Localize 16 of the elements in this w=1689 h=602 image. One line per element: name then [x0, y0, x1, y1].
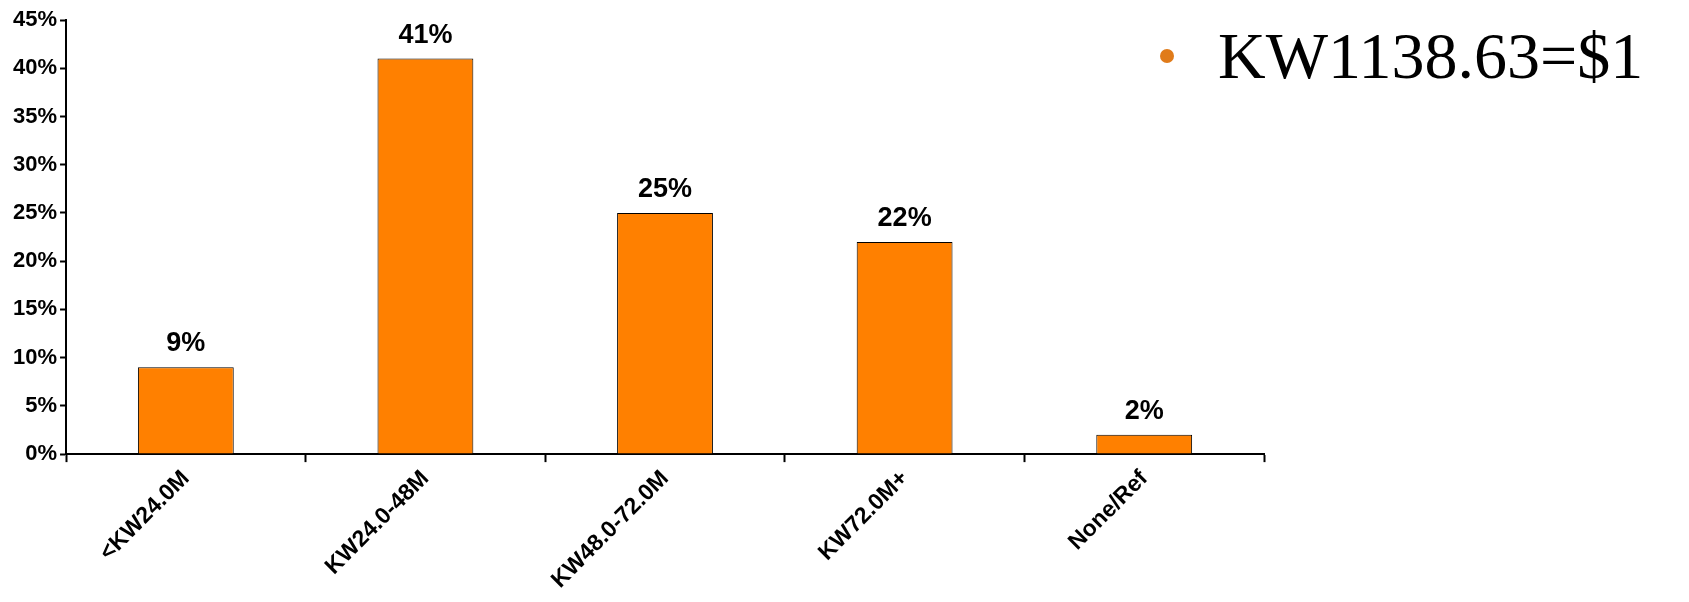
y-tick-label: 0%	[25, 440, 58, 466]
data-label: 9%	[166, 327, 206, 358]
y-tick-label: 35%	[12, 102, 58, 128]
annotation: KW1138.63=$1	[1218, 18, 1644, 94]
y-tick-label: 20%	[12, 247, 58, 273]
y-tick-label: 5%	[25, 391, 58, 417]
y-tick-label: 10%	[12, 343, 58, 369]
data-label: 2%	[1124, 394, 1164, 425]
y-tick-label: 15%	[12, 295, 58, 321]
data-label: 22%	[877, 201, 932, 232]
y-tick-label: 25%	[12, 199, 58, 224]
data-label: 25%	[637, 172, 693, 203]
y-tick-label: 30%	[12, 150, 58, 176]
y-tick-label: 40%	[12, 54, 58, 80]
y-tick-label: 45%	[12, 6, 58, 32]
data-label: 41%	[398, 18, 453, 49]
